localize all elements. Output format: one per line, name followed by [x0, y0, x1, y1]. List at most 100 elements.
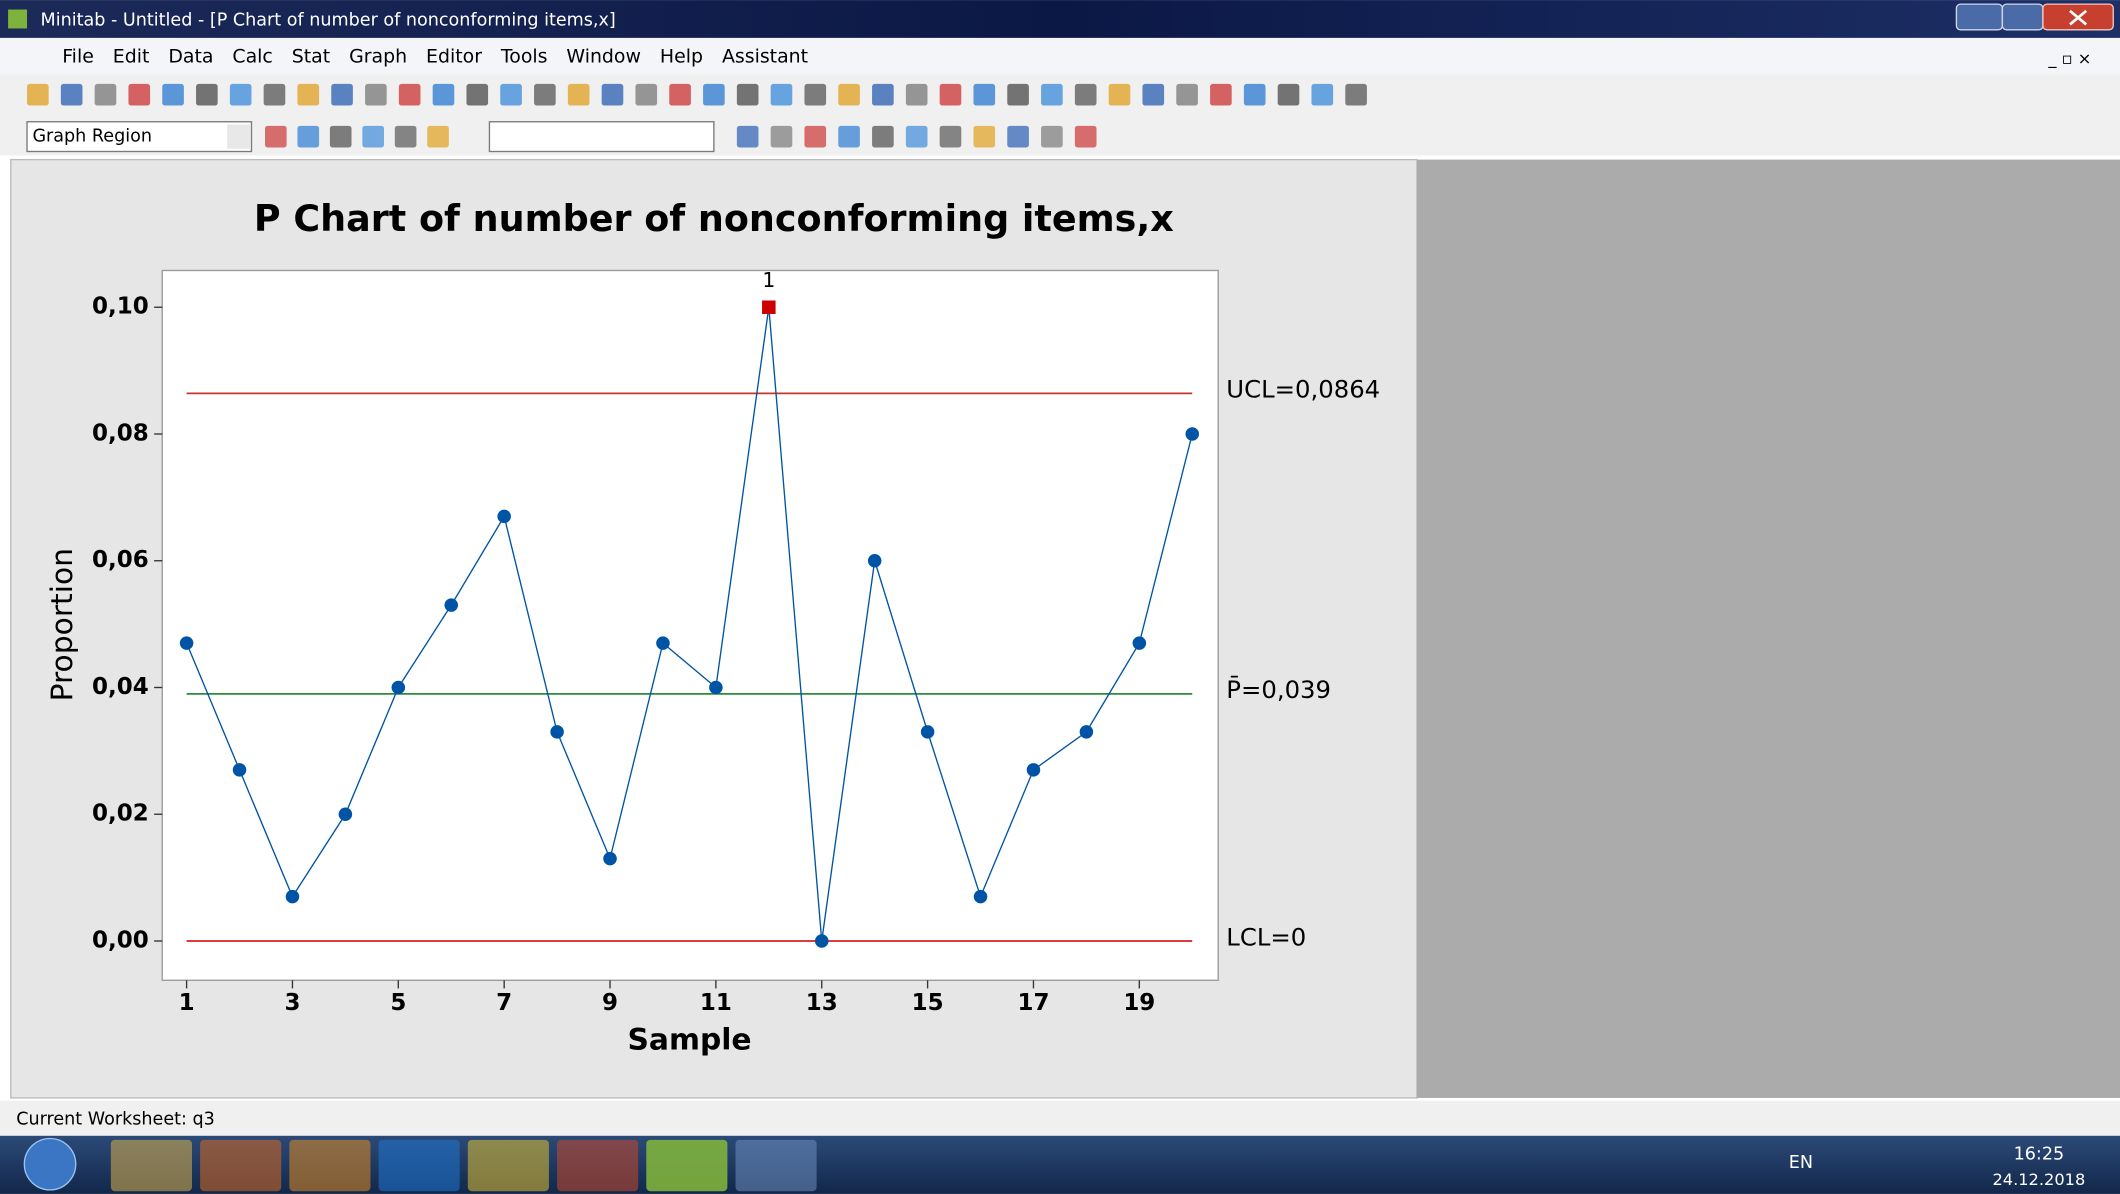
toolbar-button[interactable] [1108, 83, 1131, 106]
toolbar-button[interactable] [1041, 83, 1063, 106]
toolbar-button[interactable] [297, 125, 320, 148]
toolbar-button[interactable] [1176, 83, 1198, 106]
menu-item[interactable]: Window [566, 45, 641, 67]
menu-item[interactable]: Data [168, 45, 213, 67]
toolbar-button[interactable] [838, 83, 860, 106]
toolbar-button[interactable] [1277, 83, 1300, 106]
mdi-background [1416, 159, 2120, 1098]
toolbar-button[interactable] [770, 125, 793, 148]
toolbar-button[interactable] [635, 83, 658, 106]
menu-item[interactable]: Help [660, 45, 703, 67]
toolbar-button[interactable] [297, 83, 320, 106]
toolbar-button[interactable] [905, 125, 928, 148]
menu-item[interactable]: Editor [426, 45, 482, 67]
taskbar-app[interactable] [735, 1139, 817, 1192]
toolbar-button[interactable] [1345, 83, 1367, 106]
toolbar-button[interactable] [905, 83, 928, 106]
taskbar-app[interactable] [467, 1139, 549, 1192]
taskbar-app[interactable] [557, 1139, 639, 1192]
toolbar-button[interactable] [804, 125, 827, 148]
clock-date: 24.12.2018 [1992, 1170, 2085, 1189]
y-tick-label: 0,10 [92, 294, 149, 320]
toolbar-button[interactable] [1074, 83, 1097, 106]
data-point [973, 889, 988, 904]
toolbar-button[interactable] [567, 83, 590, 106]
toolbar-button[interactable] [1210, 83, 1232, 106]
language[interactable]: EN [1789, 1153, 1813, 1173]
chart-title: P Chart of number of nonconforming items… [254, 197, 1174, 240]
window-title: Minitab - Untitled - [P Chart of number … [41, 10, 616, 30]
toolbar-button[interactable] [973, 83, 996, 106]
toolbar-button[interactable] [838, 125, 860, 148]
menu-item[interactable]: Stat [292, 45, 330, 67]
toolbar-button[interactable] [94, 83, 117, 106]
toolbar-button[interactable] [27, 83, 49, 106]
item-select[interactable] [488, 121, 715, 153]
toolbar-button[interactable] [60, 83, 83, 106]
taskbar-app[interactable] [646, 1139, 728, 1192]
toolbar-button[interactable] [263, 83, 286, 106]
menu-item[interactable]: Assistant [722, 45, 808, 67]
toolbar-button[interactable] [331, 83, 353, 106]
start-button[interactable] [23, 1137, 77, 1191]
dropdown-arrow[interactable] [227, 124, 251, 149]
x-tick-label: 17 [1017, 990, 1049, 1016]
x-tick-label: 9 [602, 990, 618, 1016]
menu-item[interactable]: Edit [113, 45, 150, 67]
toolbar-button[interactable] [534, 83, 556, 106]
toolbar-button[interactable] [1007, 125, 1029, 148]
menu-item[interactable]: Graph [349, 45, 407, 67]
toolbar-button[interactable] [939, 125, 962, 148]
toolbar-button[interactable] [1007, 83, 1029, 106]
minimize-button[interactable] [1955, 3, 2004, 31]
toolbar-button[interactable] [427, 125, 449, 148]
toolbar-button[interactable] [162, 83, 184, 106]
toolbar-button[interactable] [229, 83, 252, 106]
toolbar-button[interactable] [1041, 125, 1063, 148]
toolbar-button[interactable] [973, 125, 996, 148]
toolbar-button[interactable] [703, 83, 725, 106]
menu-item[interactable]: Calc [232, 45, 272, 67]
taskbar-app[interactable] [289, 1139, 371, 1192]
toolbar-button[interactable] [736, 83, 759, 106]
toolbar-button[interactable] [669, 83, 691, 106]
taskbar-app[interactable] [110, 1139, 192, 1192]
data-point [814, 934, 829, 948]
taskbar-app[interactable] [378, 1139, 460, 1192]
toolbar-button[interactable] [265, 125, 287, 148]
region-select[interactable] [26, 121, 253, 153]
toolbar-button[interactable] [804, 83, 827, 106]
toolbar-button[interactable] [1142, 83, 1165, 106]
y-tick-label: 0,06 [92, 547, 149, 573]
menu-item[interactable]: File [62, 45, 94, 67]
toolbar-button[interactable] [872, 125, 894, 148]
toolbar-button[interactable] [432, 83, 455, 106]
taskbar-app[interactable] [200, 1139, 282, 1192]
y-axis-label: Proportion [45, 548, 80, 701]
mdi-controls[interactable]: _ ▫ × [2047, 49, 2091, 69]
y-tick-label: 0,08 [92, 420, 149, 446]
x-axis-label: Sample [627, 1023, 751, 1058]
toolbar-button[interactable] [770, 83, 793, 106]
toolbar-button[interactable] [872, 83, 894, 106]
toolbar-button[interactable] [736, 125, 759, 148]
toolbar-button[interactable] [196, 83, 218, 106]
toolbar-button[interactable] [398, 83, 421, 106]
x-tick-label: 11 [700, 990, 732, 1016]
maximize-button[interactable] [2001, 3, 2044, 31]
toolbar-button[interactable] [365, 83, 387, 106]
menu-item[interactable]: Tools [500, 45, 548, 67]
toolbar-button[interactable] [500, 83, 522, 106]
toolbar-button[interactable] [466, 83, 489, 106]
x-tick-label: 5 [390, 990, 406, 1016]
toolbar-button[interactable] [362, 125, 384, 148]
toolbar-button[interactable] [394, 125, 417, 148]
toolbar-button[interactable] [329, 125, 352, 148]
toolbar-button[interactable] [1074, 125, 1097, 148]
toolbar-button[interactable] [601, 83, 624, 106]
toolbar-button[interactable] [1243, 83, 1266, 106]
clock-time: 16:25 [2014, 1145, 2065, 1165]
toolbar-button[interactable] [1311, 83, 1334, 106]
toolbar-button[interactable] [128, 83, 151, 106]
toolbar-button[interactable] [939, 83, 962, 106]
